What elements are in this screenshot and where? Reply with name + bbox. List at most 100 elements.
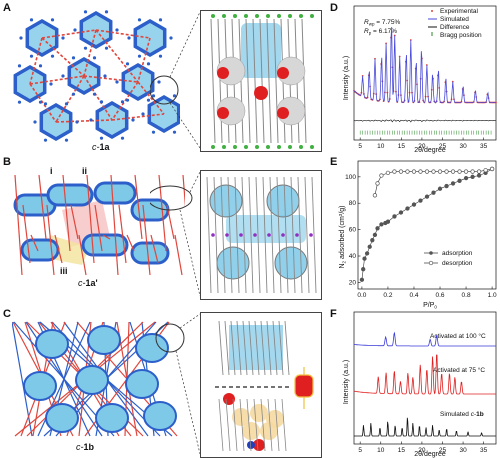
chart-d-simulated-line [353, 26, 496, 103]
chart-e-ylabel: N2 adsorbed (cm3/g) [338, 205, 347, 268]
linker [174, 234, 183, 276]
ligand-strut [248, 320, 254, 376]
atom-node [131, 118, 135, 122]
ligand-strut [278, 320, 284, 376]
chlorine-atom [299, 145, 303, 149]
chlorine-atom [277, 14, 281, 18]
oxygen-atom [217, 107, 229, 119]
chart-e-point-desorption [431, 169, 436, 174]
chart-e-frame [357, 160, 497, 290]
cage-tube-5 [81, 233, 129, 257]
cage-ellipse-6 [45, 403, 79, 433]
linker-8 [83, 75, 139, 83]
atom-node [169, 36, 173, 40]
ligand-strut [242, 320, 248, 376]
chart-e-point-desorption [375, 181, 380, 186]
chart-e-point-adsorption [362, 256, 367, 261]
chart-e-point-adsorption [398, 210, 404, 215]
linker-0 [41, 29, 97, 39]
chart-e-point-desorption [411, 169, 417, 174]
chart-e-ytick-label-3: 80 [349, 200, 357, 207]
cage-molecule-a [210, 14, 314, 149]
ligand-strut [252, 18, 258, 144]
linker [38, 174, 47, 240]
atom-node [29, 18, 34, 22]
chart-e-xtick-label-4: 0.8 [462, 292, 471, 299]
chart-e-xtick-label-3: 0.6 [435, 292, 444, 299]
linker [14, 174, 23, 276]
chart-f-trace-1 [353, 354, 496, 395]
panel-letter-e: E [330, 156, 338, 168]
chart-e-point-adsorption [431, 190, 436, 195]
chart-d-xtick-label-6: 35 [480, 143, 488, 150]
ligand-strut [206, 176, 212, 294]
inset-b [200, 170, 322, 300]
atom-node [172, 130, 177, 134]
linker-6 [137, 37, 151, 83]
chart-d-frame [353, 5, 497, 141]
atom-node [33, 120, 37, 124]
chart-f-xtick-label-4: 25 [439, 447, 447, 454]
ligand-strut [210, 18, 216, 144]
linker [102, 234, 111, 240]
chart-e-point-desorption [418, 169, 423, 174]
linker [150, 234, 159, 264]
metal-node [309, 233, 313, 237]
linker-11 [83, 75, 113, 121]
chart-f-xtick-label-5: 30 [459, 447, 467, 454]
chart-f-ylabel: Intensity (a.u.) [343, 360, 350, 404]
ligand-strut [311, 176, 317, 294]
chlorine-atom [211, 145, 215, 149]
chlorine-atom [310, 145, 314, 149]
ligand-strut [232, 398, 238, 452]
ligand-strut [284, 320, 290, 376]
linker [142, 204, 151, 276]
chart-e-ytick-label-0: 20 [349, 279, 357, 286]
ligand-strut [281, 398, 287, 452]
atom-node [83, 10, 88, 14]
chlorine-atom [255, 145, 259, 149]
guest-sphere-3 [242, 422, 260, 440]
cage-ellipse-1 [87, 325, 121, 355]
cage-tube-1 [46, 183, 94, 207]
ligand-strut [218, 320, 224, 376]
ligand-strut [248, 176, 254, 294]
oxygen-atom [254, 86, 268, 100]
chart-e-point-adsorption [405, 206, 410, 211]
atom-node [38, 100, 43, 104]
chart-e-point-adsorption [424, 194, 430, 199]
ligand-strut [236, 320, 242, 376]
chart-e-xtick-label-1: 0.2 [383, 292, 392, 299]
atom-node [83, 46, 88, 50]
chart-e-point-desorption [424, 169, 430, 174]
atom-node [120, 100, 125, 104]
chart-d: Intensity (a.u.) 2θ/degree Rwp = 7.75% R… [343, 5, 497, 154]
chart-e-point-adsorption [476, 173, 482, 178]
nitrogen-atom [247, 441, 255, 449]
atom-node [146, 98, 151, 102]
chart-d-rp: Rp = 6.17% [364, 28, 397, 36]
chart-e-point-adsorption [444, 183, 449, 189]
atom-node [125, 62, 130, 66]
framework-image-c [12, 321, 178, 437]
ligand-strut [218, 398, 224, 452]
chart-e-point-adsorption [364, 251, 370, 256]
ligand-strut [272, 320, 278, 376]
chart-e-legend-desorption: desorption [442, 260, 473, 267]
linker-14 [55, 119, 113, 123]
linker-5 [95, 29, 139, 83]
connector-lines-a [150, 11, 201, 149]
chlorine-atom [288, 145, 292, 149]
oxygen-atom [253, 439, 265, 451]
chart-e-point-desorption [483, 168, 488, 173]
metal-node [253, 233, 257, 237]
metal-node [295, 233, 299, 237]
chart-e-point-desorption [379, 173, 384, 178]
chart-d-xtick-label-1: 10 [377, 143, 385, 150]
linker [166, 204, 175, 240]
linker-3 [41, 37, 85, 77]
linker-15 [111, 113, 165, 121]
chart-f-frame [353, 311, 497, 445]
atom-node [92, 92, 97, 96]
chart-e-point-adsorption [470, 174, 475, 179]
